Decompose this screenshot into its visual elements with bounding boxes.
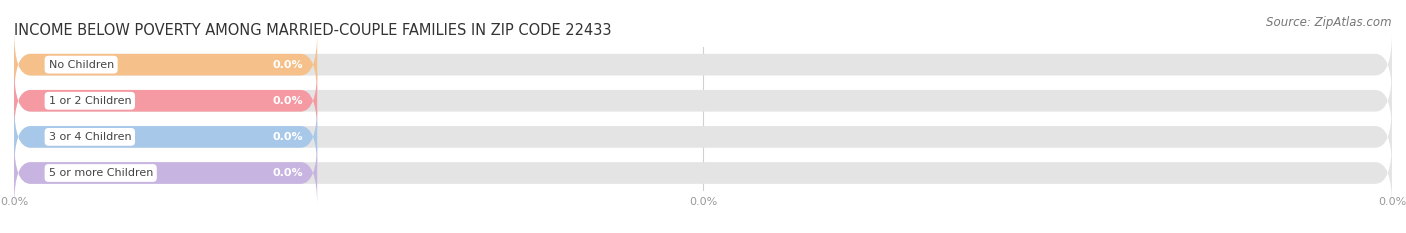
Text: 1 or 2 Children: 1 or 2 Children <box>48 96 131 106</box>
FancyBboxPatch shape <box>14 32 1392 97</box>
Text: 3 or 4 Children: 3 or 4 Children <box>48 132 131 142</box>
Text: 0.0%: 0.0% <box>273 132 304 142</box>
FancyBboxPatch shape <box>14 68 1392 133</box>
FancyBboxPatch shape <box>14 32 318 97</box>
Text: 0.0%: 0.0% <box>273 96 304 106</box>
Text: 5 or more Children: 5 or more Children <box>48 168 153 178</box>
Text: 0.0%: 0.0% <box>273 168 304 178</box>
FancyBboxPatch shape <box>14 104 1392 169</box>
FancyBboxPatch shape <box>14 68 318 133</box>
Text: No Children: No Children <box>48 60 114 70</box>
Text: INCOME BELOW POVERTY AMONG MARRIED-COUPLE FAMILIES IN ZIP CODE 22433: INCOME BELOW POVERTY AMONG MARRIED-COUPL… <box>14 24 612 38</box>
Text: Source: ZipAtlas.com: Source: ZipAtlas.com <box>1267 16 1392 29</box>
Text: 0.0%: 0.0% <box>273 60 304 70</box>
FancyBboxPatch shape <box>14 140 318 206</box>
FancyBboxPatch shape <box>14 104 318 169</box>
FancyBboxPatch shape <box>14 140 1392 206</box>
